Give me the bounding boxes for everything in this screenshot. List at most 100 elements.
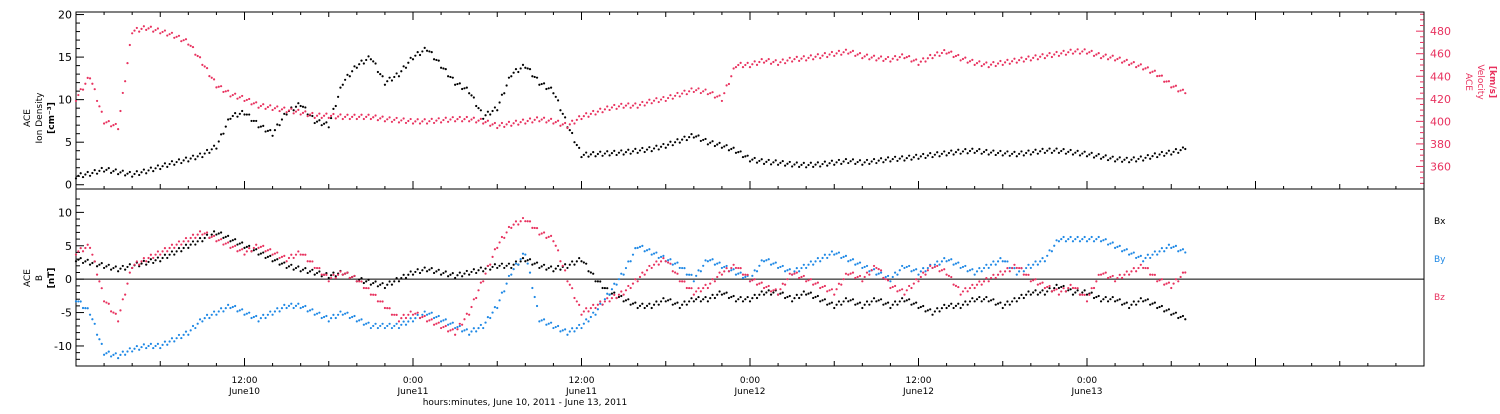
data-point	[964, 300, 967, 303]
data-point	[999, 257, 1002, 260]
data-point	[858, 301, 862, 304]
data-point	[564, 269, 567, 272]
data-point	[1135, 160, 1138, 163]
data-point	[1170, 153, 1173, 156]
data-point	[458, 115, 461, 119]
data-point	[882, 303, 885, 306]
data-point	[709, 141, 712, 144]
data-point	[315, 312, 319, 315]
data-point	[564, 263, 567, 266]
data-point	[788, 56, 791, 59]
data-point	[425, 313, 429, 316]
data-point	[1111, 54, 1114, 57]
data-point	[898, 55, 901, 59]
data-point	[196, 322, 199, 325]
data-point	[1043, 56, 1046, 60]
data-point	[451, 76, 454, 79]
data-point	[393, 313, 396, 316]
data-point	[718, 141, 721, 145]
data-point	[692, 300, 695, 303]
data-point	[119, 171, 122, 174]
data-point	[800, 163, 803, 166]
data-point	[1179, 249, 1182, 252]
data-point	[95, 265, 99, 268]
data-point	[973, 286, 976, 290]
data-point	[1013, 267, 1016, 270]
data-point	[1020, 150, 1023, 153]
data-point	[638, 275, 642, 279]
data-point	[236, 250, 239, 253]
data-point	[1181, 248, 1185, 251]
data-point	[201, 240, 204, 243]
data-point	[622, 106, 625, 109]
data-point	[592, 151, 595, 154]
data-point	[601, 111, 604, 114]
data-point	[280, 108, 284, 111]
data-point	[912, 269, 915, 272]
data-point	[685, 93, 688, 96]
data-point	[138, 173, 141, 177]
data-point	[81, 175, 85, 179]
data-point	[891, 57, 894, 60]
data-point	[594, 313, 597, 316]
data-point	[795, 55, 798, 58]
data-point	[432, 316, 436, 320]
data-point	[79, 172, 82, 175]
data-point	[610, 288, 614, 291]
data-point	[147, 344, 150, 348]
data-point	[430, 318, 433, 321]
data-point	[781, 264, 784, 268]
data-point	[678, 266, 681, 270]
data-point	[706, 93, 709, 96]
data-point	[290, 107, 293, 110]
data-point	[999, 149, 1002, 153]
data-point	[678, 280, 681, 283]
data-point	[606, 105, 609, 108]
data-point	[77, 93, 80, 97]
data-point	[849, 259, 852, 262]
data-point	[999, 270, 1002, 273]
data-point	[470, 94, 473, 97]
data-point	[865, 300, 869, 303]
data-point	[980, 300, 983, 303]
data-point	[395, 322, 398, 325]
data-point	[329, 276, 333, 280]
data-point	[1099, 157, 1103, 160]
data-point	[444, 68, 447, 71]
data-point	[573, 296, 576, 300]
data-point	[648, 264, 651, 268]
data-point	[957, 302, 960, 305]
data-point	[854, 276, 857, 280]
data-point	[1116, 158, 1119, 161]
data-point	[636, 280, 639, 283]
data-point	[503, 266, 506, 270]
data-point	[1170, 86, 1173, 89]
data-point	[657, 100, 660, 104]
data-point	[631, 150, 635, 153]
data-point	[421, 120, 424, 123]
data-point	[1172, 245, 1175, 248]
data-point	[940, 260, 944, 263]
data-point	[463, 87, 466, 90]
data-point	[650, 306, 653, 310]
data-point	[180, 40, 183, 43]
data-point	[1020, 267, 1023, 270]
data-point	[322, 273, 326, 276]
data-point	[603, 298, 607, 301]
data-point	[1060, 149, 1063, 153]
data-point	[1111, 155, 1114, 158]
data-point	[285, 266, 288, 270]
data-point	[418, 271, 422, 275]
data-point	[124, 293, 127, 296]
data-point	[1165, 282, 1168, 285]
data-point	[517, 223, 520, 226]
data-point	[1076, 287, 1079, 290]
data-point	[1060, 290, 1063, 293]
data-point	[439, 273, 443, 276]
data-point	[526, 220, 529, 223]
data-point	[409, 270, 412, 273]
data-point	[1097, 153, 1100, 156]
data-point	[809, 278, 812, 281]
data-point	[198, 56, 202, 59]
data-point	[524, 220, 527, 223]
